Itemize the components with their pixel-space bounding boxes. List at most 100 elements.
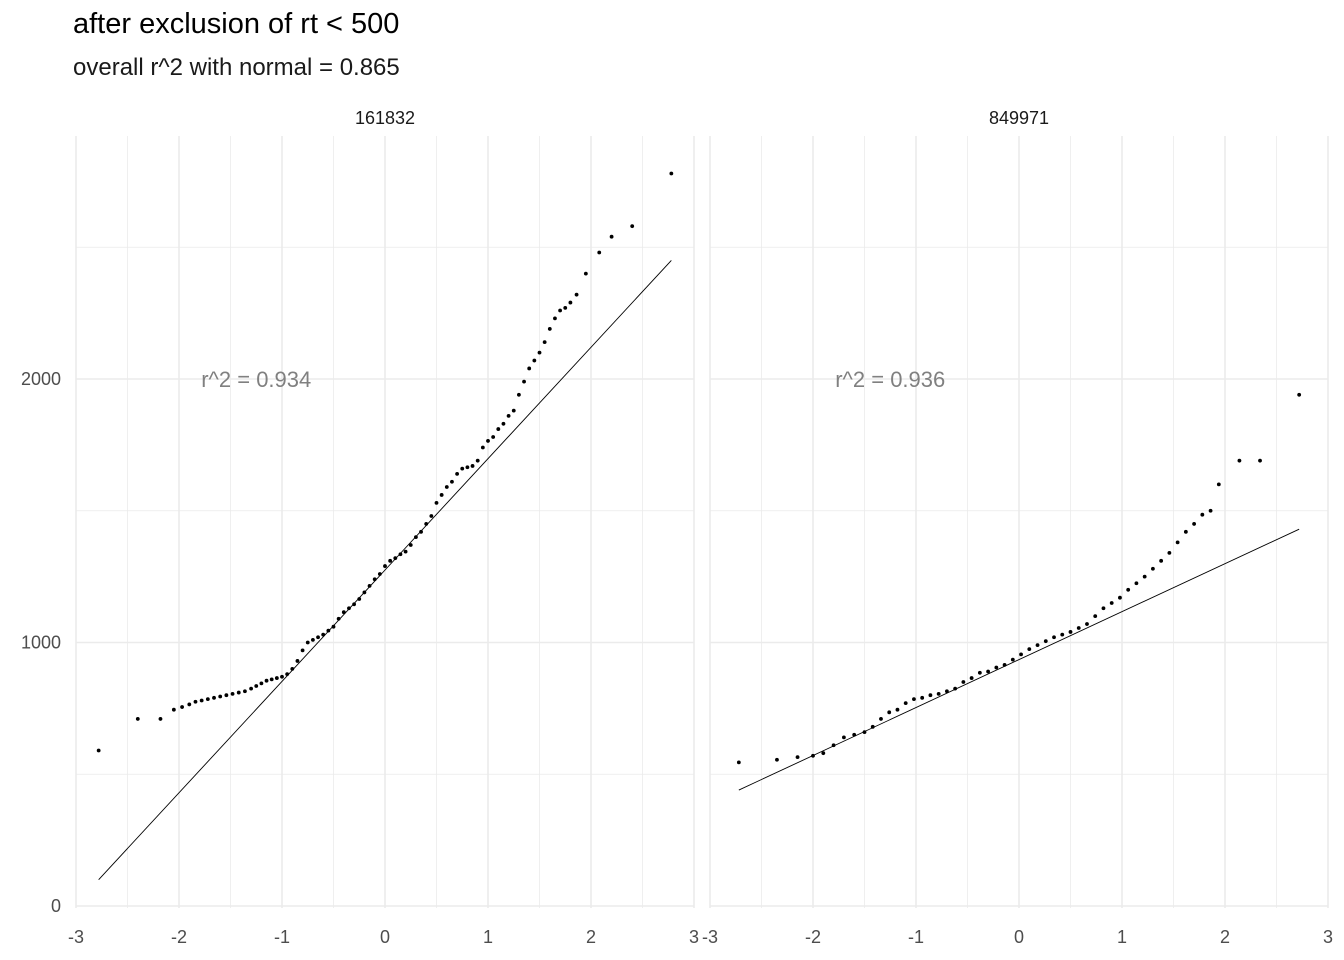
data-point bbox=[1151, 566, 1155, 571]
data-point bbox=[414, 535, 418, 539]
data-point bbox=[609, 234, 614, 239]
data-point bbox=[547, 327, 552, 331]
data-point bbox=[831, 743, 836, 748]
x-tick-label: 1 bbox=[483, 927, 493, 947]
data-point bbox=[352, 602, 356, 607]
data-point bbox=[311, 637, 315, 642]
data-point bbox=[274, 676, 279, 680]
data-point bbox=[1027, 647, 1032, 651]
data-point bbox=[1142, 574, 1147, 579]
data-point bbox=[1010, 657, 1015, 662]
data-point bbox=[553, 316, 557, 321]
reference-line bbox=[738, 528, 1300, 791]
data-point bbox=[331, 624, 336, 629]
facet-panel-1: 161832 -3 -2 -1 0 1 2 3 r^2 = 0.934 bbox=[68, 108, 699, 947]
data-point bbox=[1258, 458, 1262, 463]
x-tick-label: -2 bbox=[171, 927, 187, 947]
data-point bbox=[1052, 635, 1056, 640]
data-point bbox=[736, 760, 741, 765]
data-point bbox=[408, 543, 413, 547]
data-point bbox=[537, 350, 542, 355]
data-point bbox=[372, 577, 377, 582]
data-point bbox=[362, 590, 367, 595]
data-point bbox=[158, 717, 163, 721]
data-point bbox=[243, 689, 247, 694]
data-point bbox=[862, 730, 867, 734]
data-point bbox=[269, 677, 274, 682]
data-point bbox=[912, 697, 916, 702]
data-point bbox=[506, 413, 511, 418]
data-point bbox=[388, 558, 393, 563]
data-point bbox=[517, 392, 521, 397]
data-point bbox=[1167, 551, 1172, 555]
r2-annotation: r^2 = 0.936 bbox=[835, 367, 945, 392]
data-point bbox=[199, 698, 204, 703]
data-point bbox=[496, 427, 501, 431]
data-point bbox=[393, 556, 398, 561]
data-point bbox=[187, 702, 192, 707]
data-point bbox=[821, 751, 826, 756]
reference-line bbox=[98, 260, 672, 880]
data-point bbox=[1101, 606, 1106, 611]
y-tick-label: 2000 bbox=[21, 369, 61, 389]
data-point bbox=[460, 466, 465, 471]
data-point bbox=[171, 707, 176, 712]
data-point bbox=[895, 707, 900, 712]
r2-annotation: r^2 = 0.934 bbox=[201, 367, 311, 392]
data-point bbox=[811, 753, 815, 758]
data-point bbox=[419, 529, 423, 534]
data-point bbox=[1085, 622, 1089, 626]
data-point bbox=[887, 710, 892, 715]
data-point bbox=[511, 408, 516, 413]
x-tick-label: 3 bbox=[1323, 927, 1333, 947]
data-point bbox=[775, 757, 779, 762]
data-point bbox=[236, 690, 241, 695]
data-point bbox=[336, 616, 341, 621]
data-point bbox=[300, 648, 305, 653]
data-point bbox=[444, 485, 449, 489]
data-point bbox=[879, 717, 883, 721]
data-point bbox=[1208, 508, 1213, 513]
data-point bbox=[193, 699, 198, 704]
data-point bbox=[928, 693, 933, 698]
x-tick-label: -3 bbox=[702, 927, 718, 947]
data-point bbox=[1159, 558, 1164, 563]
data-point bbox=[212, 695, 216, 700]
data-point bbox=[367, 583, 372, 588]
data-point bbox=[527, 366, 532, 371]
data-point bbox=[347, 606, 351, 611]
x-tick-label: 2 bbox=[586, 927, 596, 947]
data-point bbox=[1035, 643, 1040, 648]
data-point bbox=[630, 224, 635, 229]
chart-title: after exclusion of rt < 500 bbox=[73, 8, 400, 40]
data-point bbox=[1200, 512, 1205, 517]
data-point bbox=[249, 686, 254, 691]
data-point bbox=[135, 717, 140, 721]
data-point bbox=[945, 689, 949, 694]
data-point bbox=[295, 659, 300, 663]
data-point bbox=[1109, 601, 1114, 605]
data-point bbox=[224, 693, 229, 698]
data-point bbox=[377, 572, 382, 576]
data-point bbox=[563, 305, 568, 310]
data-point bbox=[870, 724, 875, 729]
x-tick-label: -3 bbox=[68, 927, 84, 947]
y-tick-label: 0 bbox=[51, 896, 61, 916]
data-point bbox=[920, 695, 925, 700]
data-point bbox=[305, 640, 310, 645]
data-point bbox=[903, 701, 908, 706]
data-point bbox=[434, 500, 439, 505]
data-point bbox=[1002, 662, 1007, 667]
data-point bbox=[568, 300, 573, 305]
data-point bbox=[259, 681, 264, 686]
x-tick-label: -1 bbox=[274, 927, 290, 947]
data-point bbox=[969, 676, 974, 680]
data-point bbox=[1237, 458, 1242, 463]
data-point bbox=[205, 697, 210, 702]
facet-panel-2: 849971 -3 -2 -1 0 1 2 3 r^2 = 0.936 bbox=[702, 108, 1333, 947]
data-point bbox=[986, 669, 990, 674]
data-point bbox=[1134, 581, 1139, 586]
data-point bbox=[994, 665, 999, 670]
data-point bbox=[280, 674, 284, 679]
